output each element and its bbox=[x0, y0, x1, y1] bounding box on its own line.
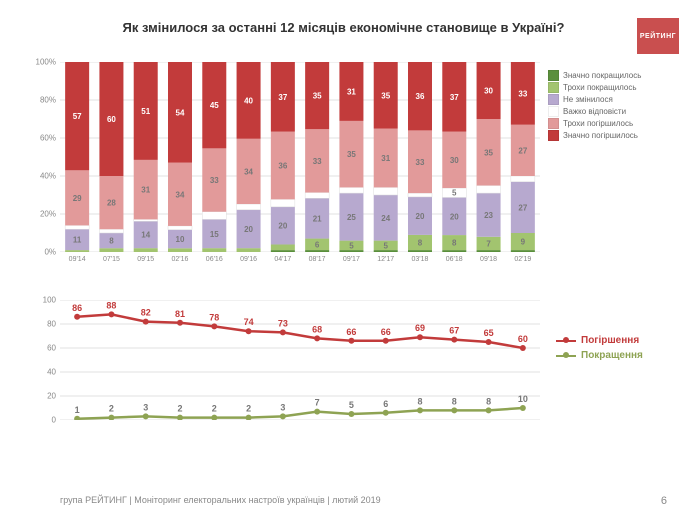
svg-text:2: 2 bbox=[212, 404, 217, 414]
svg-text:35: 35 bbox=[347, 150, 356, 159]
svg-text:28: 28 bbox=[107, 199, 116, 208]
stacked-legend: Значно покращилосьТрохи покращилосьНе зм… bbox=[548, 70, 678, 142]
svg-text:35: 35 bbox=[381, 91, 390, 100]
svg-text:34: 34 bbox=[244, 167, 253, 176]
stacked-x-axis: 09'1407'1509'1502'1606'1609'1604'1708'17… bbox=[60, 256, 540, 270]
svg-text:14: 14 bbox=[141, 231, 150, 240]
svg-text:36: 36 bbox=[278, 161, 287, 170]
svg-text:5: 5 bbox=[349, 400, 354, 410]
svg-text:67: 67 bbox=[449, 326, 459, 336]
svg-text:6: 6 bbox=[383, 399, 388, 409]
svg-text:29: 29 bbox=[73, 194, 82, 203]
svg-text:30: 30 bbox=[484, 87, 493, 96]
svg-text:45: 45 bbox=[210, 101, 219, 110]
svg-text:36: 36 bbox=[416, 92, 425, 101]
brand-logo: РЕЙТИНГ bbox=[637, 18, 679, 54]
stacked-y-axis: 0%20%40%60%80%100% bbox=[20, 62, 58, 252]
svg-text:31: 31 bbox=[381, 154, 390, 163]
svg-text:37: 37 bbox=[450, 93, 459, 102]
svg-text:25: 25 bbox=[347, 213, 356, 222]
svg-text:6: 6 bbox=[315, 240, 320, 249]
svg-text:9: 9 bbox=[521, 238, 526, 247]
page-number: 6 bbox=[661, 495, 667, 507]
svg-text:10: 10 bbox=[518, 394, 528, 404]
svg-text:2: 2 bbox=[246, 404, 251, 414]
svg-text:11: 11 bbox=[73, 236, 82, 245]
svg-text:35: 35 bbox=[484, 148, 493, 157]
footer-text: група РЕЙТИНГ | Моніторинг електоральних… bbox=[60, 495, 381, 505]
svg-text:8: 8 bbox=[452, 396, 457, 406]
svg-text:73: 73 bbox=[278, 318, 288, 328]
svg-text:10: 10 bbox=[176, 235, 185, 244]
svg-text:20: 20 bbox=[450, 212, 459, 221]
svg-text:35: 35 bbox=[313, 92, 322, 101]
svg-text:15: 15 bbox=[210, 230, 219, 239]
svg-text:2: 2 bbox=[177, 404, 182, 414]
svg-text:66: 66 bbox=[346, 327, 356, 337]
svg-text:31: 31 bbox=[347, 87, 356, 96]
svg-text:78: 78 bbox=[209, 312, 219, 322]
svg-text:5: 5 bbox=[349, 241, 354, 250]
svg-text:27: 27 bbox=[518, 203, 527, 212]
svg-text:33: 33 bbox=[210, 176, 219, 185]
svg-text:37: 37 bbox=[278, 93, 287, 102]
svg-text:3: 3 bbox=[143, 402, 148, 412]
svg-text:2: 2 bbox=[109, 404, 114, 414]
svg-text:31: 31 bbox=[141, 186, 150, 195]
svg-text:54: 54 bbox=[176, 108, 185, 117]
svg-text:5: 5 bbox=[383, 241, 388, 250]
svg-text:65: 65 bbox=[484, 328, 494, 338]
line-chart: 8688828178747368666669676560123222375688… bbox=[60, 300, 540, 420]
svg-text:20: 20 bbox=[278, 222, 287, 231]
svg-text:7: 7 bbox=[486, 239, 491, 248]
svg-text:69: 69 bbox=[415, 323, 425, 333]
svg-text:5: 5 bbox=[452, 189, 457, 198]
line-legend: ПогіршенняПокращення bbox=[556, 335, 643, 365]
svg-text:57: 57 bbox=[73, 112, 82, 121]
svg-text:20: 20 bbox=[416, 212, 425, 221]
svg-text:8: 8 bbox=[417, 396, 422, 406]
svg-text:51: 51 bbox=[141, 107, 150, 116]
svg-text:33: 33 bbox=[313, 157, 322, 166]
svg-text:33: 33 bbox=[416, 158, 425, 167]
svg-text:68: 68 bbox=[312, 324, 322, 334]
svg-text:1: 1 bbox=[75, 405, 80, 415]
svg-text:3: 3 bbox=[280, 402, 285, 412]
svg-text:21: 21 bbox=[313, 214, 322, 223]
svg-text:40: 40 bbox=[244, 96, 253, 105]
svg-text:8: 8 bbox=[452, 239, 457, 248]
chart-title: Як змінилося за останні 12 місяців еконо… bbox=[80, 20, 607, 35]
svg-text:27: 27 bbox=[518, 146, 527, 155]
stacked-bar-chart: 1129578286014315110345415334520344020363… bbox=[60, 62, 540, 252]
svg-text:81: 81 bbox=[175, 309, 185, 319]
svg-text:66: 66 bbox=[381, 327, 391, 337]
svg-text:30: 30 bbox=[450, 156, 459, 165]
svg-text:82: 82 bbox=[141, 308, 151, 318]
svg-text:60: 60 bbox=[107, 115, 116, 124]
svg-text:24: 24 bbox=[381, 214, 390, 223]
svg-text:88: 88 bbox=[106, 300, 116, 310]
svg-text:23: 23 bbox=[484, 211, 493, 220]
svg-text:7: 7 bbox=[315, 398, 320, 408]
line-y-axis: 020406080100 bbox=[20, 300, 58, 420]
svg-text:8: 8 bbox=[486, 396, 491, 406]
svg-text:33: 33 bbox=[518, 89, 527, 98]
svg-text:34: 34 bbox=[176, 190, 185, 199]
svg-text:8: 8 bbox=[109, 237, 114, 246]
svg-text:8: 8 bbox=[418, 239, 423, 248]
svg-text:20: 20 bbox=[244, 225, 253, 234]
svg-text:74: 74 bbox=[244, 317, 254, 327]
svg-text:60: 60 bbox=[518, 334, 528, 344]
svg-text:86: 86 bbox=[72, 303, 82, 313]
